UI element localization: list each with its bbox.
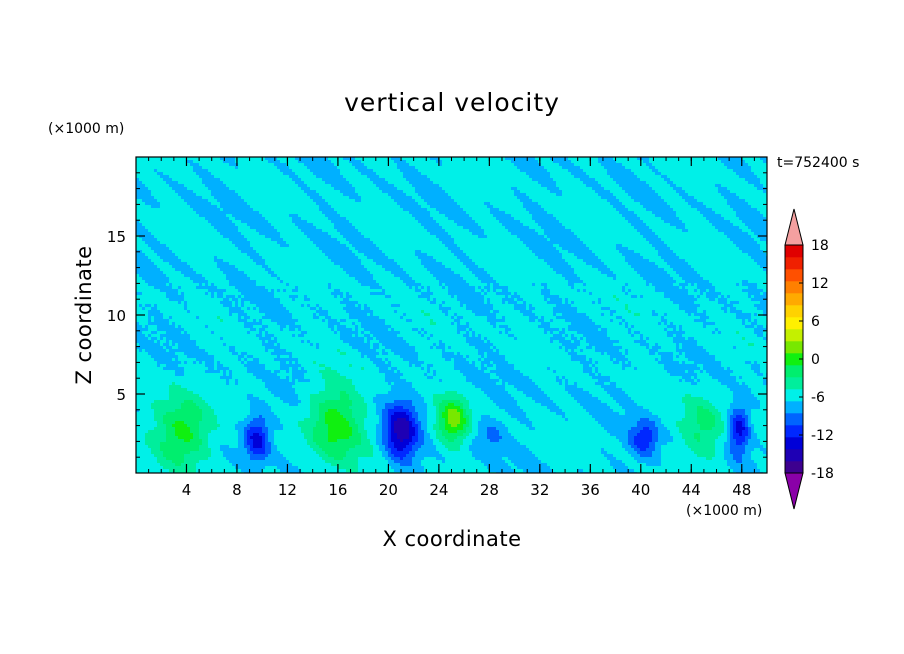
x-tick-label: 12 [278,481,297,499]
colorbar-tick-label: -12 [811,428,834,444]
colorbar-tick-label: 0 [811,352,820,368]
colorbar-max-arrow [785,209,803,245]
x-tick-label: 28 [480,481,499,499]
colorbar-tick-label: 12 [811,276,829,292]
x-tick-label: 4 [182,481,192,499]
colorbar-segment [785,437,803,449]
y-axis-unit: (×1000 m) [48,121,124,137]
x-tick-label: 16 [328,481,347,499]
x-tick-label: 32 [530,481,549,499]
colorbar-min-arrow [785,473,803,509]
colorbar-segment [785,329,803,341]
y-tick-label: 10 [107,307,126,325]
y-axis-label: Z coordinate [72,245,96,384]
colorbar-tick-label: 18 [811,238,829,254]
colorbar-segment [785,305,803,317]
colorbar-tick-label: -18 [811,466,834,482]
x-tick-label: 36 [581,481,600,499]
colorbar-segment [785,377,803,389]
colorbar-segment [785,245,803,257]
x-tick-label: 8 [232,481,242,499]
x-tick-label: 24 [429,481,448,499]
colorbar-segment [785,413,803,425]
colorbar-segment [785,365,803,377]
colorbar-segment [785,389,803,401]
colorbar-segment [785,341,803,353]
colorbar-segment [785,293,803,305]
x-tick-label: 40 [631,481,650,499]
colorbar-segment [785,269,803,281]
colorbar-segment [785,449,803,461]
colorbar-tick-label: 6 [811,314,820,330]
x-tick-label: 48 [732,481,751,499]
colorbar-segment [785,461,803,473]
colorbar-segment [785,257,803,269]
y-tick-label: 15 [107,228,126,246]
velocity-field [136,157,767,473]
x-axis-unit: (×1000 m) [686,503,762,519]
y-tick-label: 5 [116,386,126,404]
chart-title: vertical velocity [0,88,904,117]
x-axis-label: X coordinate [0,527,904,551]
colorbar: 18 12 6 0 -6 -12 -18 [785,209,834,509]
colorbar-tick-label: -6 [811,390,825,406]
colorbar-segment [785,317,803,329]
x-tick-label: 20 [379,481,398,499]
x-tick-label: 44 [682,481,701,499]
colorbar-segment [785,401,803,413]
timestamp-label: t=752400 s [777,155,859,171]
